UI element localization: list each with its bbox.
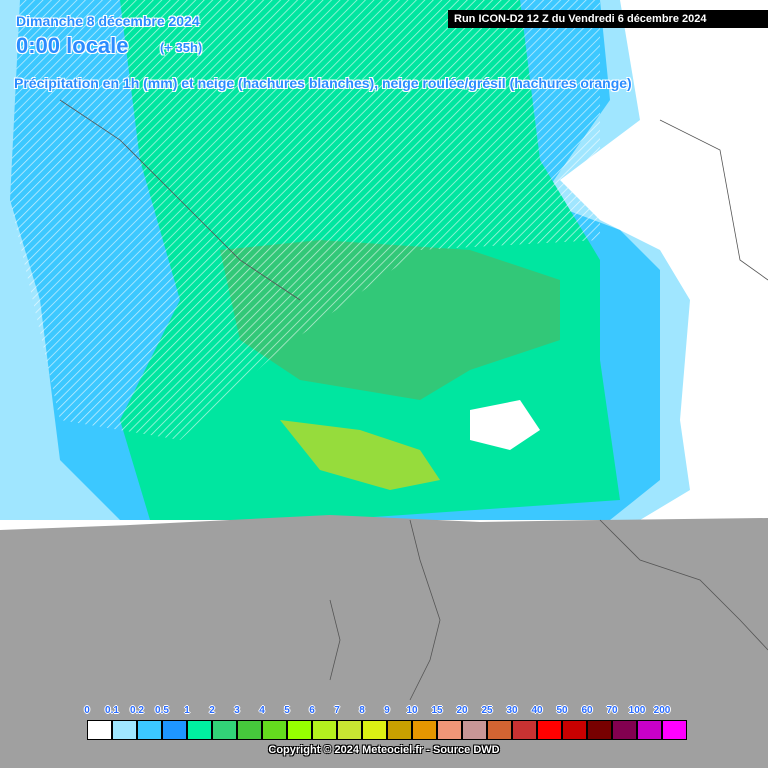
legend-label: 10 bbox=[406, 705, 418, 716]
legend-label: 0.2 bbox=[130, 705, 144, 716]
legend-label: 8 bbox=[359, 705, 365, 716]
legend-label: 9 bbox=[384, 705, 390, 716]
lead-time: (+ 35h) bbox=[160, 40, 203, 55]
legend-label: 5 bbox=[284, 705, 290, 716]
legend-label: 15 bbox=[431, 705, 443, 716]
legend-swatch bbox=[162, 720, 187, 740]
legend-swatch bbox=[462, 720, 487, 740]
legend-swatch bbox=[262, 720, 287, 740]
legend-label: 60 bbox=[581, 705, 593, 716]
legend-label: 7 bbox=[334, 705, 340, 716]
legend-label: 25 bbox=[481, 705, 493, 716]
legend-label: 4 bbox=[259, 705, 265, 716]
legend-swatch bbox=[387, 720, 412, 740]
legend-label: 40 bbox=[531, 705, 543, 716]
precip-dry bbox=[470, 400, 540, 450]
legend-label: 0.1 bbox=[105, 705, 119, 716]
run-info: Run ICON-D2 12 Z du Vendredi 6 décembre … bbox=[448, 10, 768, 28]
legend-swatch bbox=[362, 720, 387, 740]
legend-swatch bbox=[637, 720, 662, 740]
legend-swatch bbox=[537, 720, 562, 740]
legend-label: 30 bbox=[506, 705, 518, 716]
legend-swatch bbox=[662, 720, 687, 740]
legend-label: 200 bbox=[653, 705, 671, 716]
copyright: Copyright © 2024 Meteociel.fr - Source D… bbox=[268, 744, 500, 756]
borders bbox=[59, 99, 768, 701]
legend-label: 0.5 bbox=[155, 705, 169, 716]
legend-label: 50 bbox=[556, 705, 568, 716]
legend-swatch bbox=[337, 720, 362, 740]
legend-label: 1 bbox=[184, 705, 190, 716]
legend-swatch bbox=[437, 720, 462, 740]
legend-label: 6 bbox=[309, 705, 315, 716]
legend-swatch bbox=[137, 720, 162, 740]
legend-swatch bbox=[587, 720, 612, 740]
legend-swatch bbox=[212, 720, 237, 740]
precip-yellow bbox=[280, 420, 440, 490]
legend-swatch bbox=[112, 720, 137, 740]
time: 0:00 locale bbox=[16, 33, 129, 58]
legend-label: 100 bbox=[628, 705, 646, 716]
legend-swatch bbox=[187, 720, 212, 740]
legend-label: 3 bbox=[234, 705, 240, 716]
legend-swatch bbox=[412, 720, 437, 740]
legend-swatch bbox=[612, 720, 637, 740]
no-data-area bbox=[0, 515, 768, 768]
legend-swatch bbox=[487, 720, 512, 740]
legend-swatch bbox=[87, 720, 112, 740]
legend-swatch bbox=[562, 720, 587, 740]
legend-label: 20 bbox=[456, 705, 468, 716]
legend-swatch bbox=[237, 720, 262, 740]
legend-swatch bbox=[512, 720, 537, 740]
legend-label: 2 bbox=[209, 705, 215, 716]
legend-label: 0 bbox=[84, 705, 90, 716]
date: Dimanche 8 décembre 2024 bbox=[16, 13, 200, 29]
subtitle: Précipitation en 1h (mm) et neige (hachu… bbox=[14, 75, 632, 91]
legend-swatch bbox=[287, 720, 312, 740]
legend-swatch bbox=[312, 720, 337, 740]
legend-label: 70 bbox=[606, 705, 618, 716]
snow-hatch bbox=[10, 0, 600, 440]
